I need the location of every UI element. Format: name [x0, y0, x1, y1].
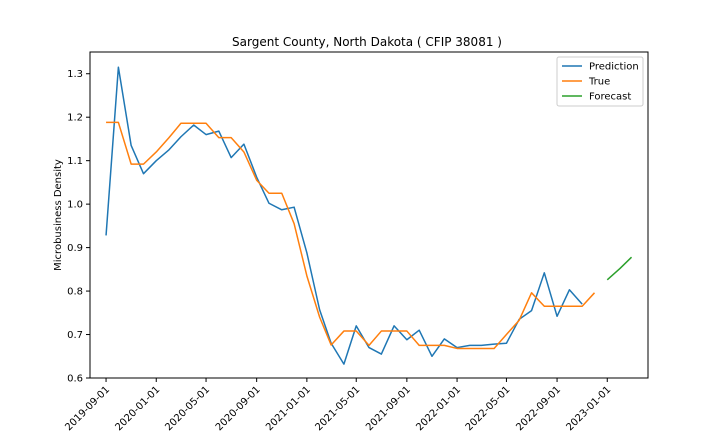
x-tick-label: 2021-09-01 — [364, 384, 413, 432]
x-tick-label: 2021-05-01 — [313, 384, 362, 432]
x-tick-label: 2020-09-01 — [214, 384, 263, 432]
y-tick-label: 1.2 — [67, 113, 83, 124]
plot-area — [89, 51, 649, 379]
y-tick-label: 1.3 — [67, 69, 83, 80]
chart-title: Sargent County, North Dakota ( CFIP 3808… — [232, 35, 502, 49]
y-tick-label: 1.1 — [67, 156, 83, 167]
y-tick-label: 0.6 — [67, 374, 83, 385]
y-axis-label: Microbusiness Density — [53, 159, 64, 271]
x-tick-label: 2021-01-01 — [264, 384, 313, 432]
y-axis: 0.6 0.7 0.8 0.9 1.0 1.1 1.2 1.3 — [67, 69, 90, 385]
legend-frame — [556, 56, 644, 107]
x-tick-label: 2022-09-01 — [514, 384, 563, 432]
series-line-prediction — [105, 66, 583, 365]
x-tick-label: 2020-01-01 — [113, 384, 162, 432]
x-tick-label: 2019-09-01 — [63, 384, 112, 432]
legend-label-forecast: Forecast — [589, 92, 631, 103]
series-line-true — [106, 121, 596, 350]
legend: Prediction True Forecast — [556, 56, 644, 107]
legend-label-prediction: Prediction — [589, 62, 639, 73]
x-axis: 2019-09-01 2020-01-01 2020-05-01 2020-09-01… — [63, 378, 613, 432]
y-tick-label: 0.8 — [67, 287, 83, 298]
plot-lines — [105, 66, 633, 365]
legend-label-true: True — [588, 77, 610, 88]
series-line-forecast — [606, 256, 633, 281]
x-tick-label: 2022-05-01 — [464, 384, 513, 432]
y-tick-label: 1.0 — [67, 200, 83, 211]
y-tick-label: 0.9 — [67, 243, 83, 254]
x-tick-label: 2020-05-01 — [163, 384, 212, 432]
x-tick-label: 2022-01-01 — [414, 384, 463, 432]
x-tick-label: 2023-01-01 — [565, 384, 614, 432]
y-tick-label: 0.7 — [67, 330, 83, 341]
